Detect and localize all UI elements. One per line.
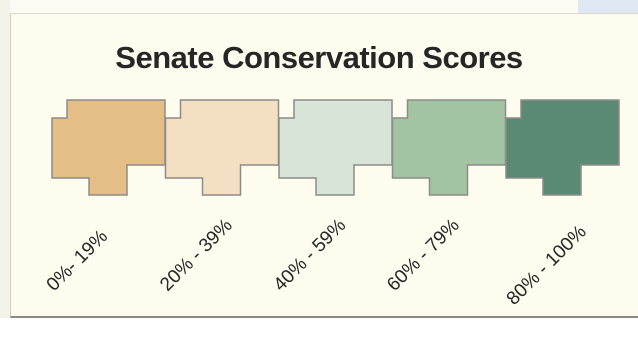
page-background	[0, 318, 638, 339]
window-edge	[0, 0, 10, 339]
legend-swatch	[164, 99, 280, 196]
legend-title: Senate Conservation Scores	[115, 40, 523, 75]
legend-range-label: 0%- 19%	[43, 226, 112, 295]
legend-range-label: 40% - 59%	[270, 215, 351, 296]
legend-range-label: 80% - 100%	[503, 221, 591, 309]
legend-swatch	[278, 99, 393, 196]
background-strip	[578, 0, 638, 14]
legend-swatch	[391, 99, 507, 196]
legend-range-label: 60% - 79%	[383, 215, 464, 296]
legend-swatch	[51, 99, 166, 196]
legend-swatch	[505, 99, 620, 196]
legend-range-label: 20% - 39%	[156, 215, 237, 296]
